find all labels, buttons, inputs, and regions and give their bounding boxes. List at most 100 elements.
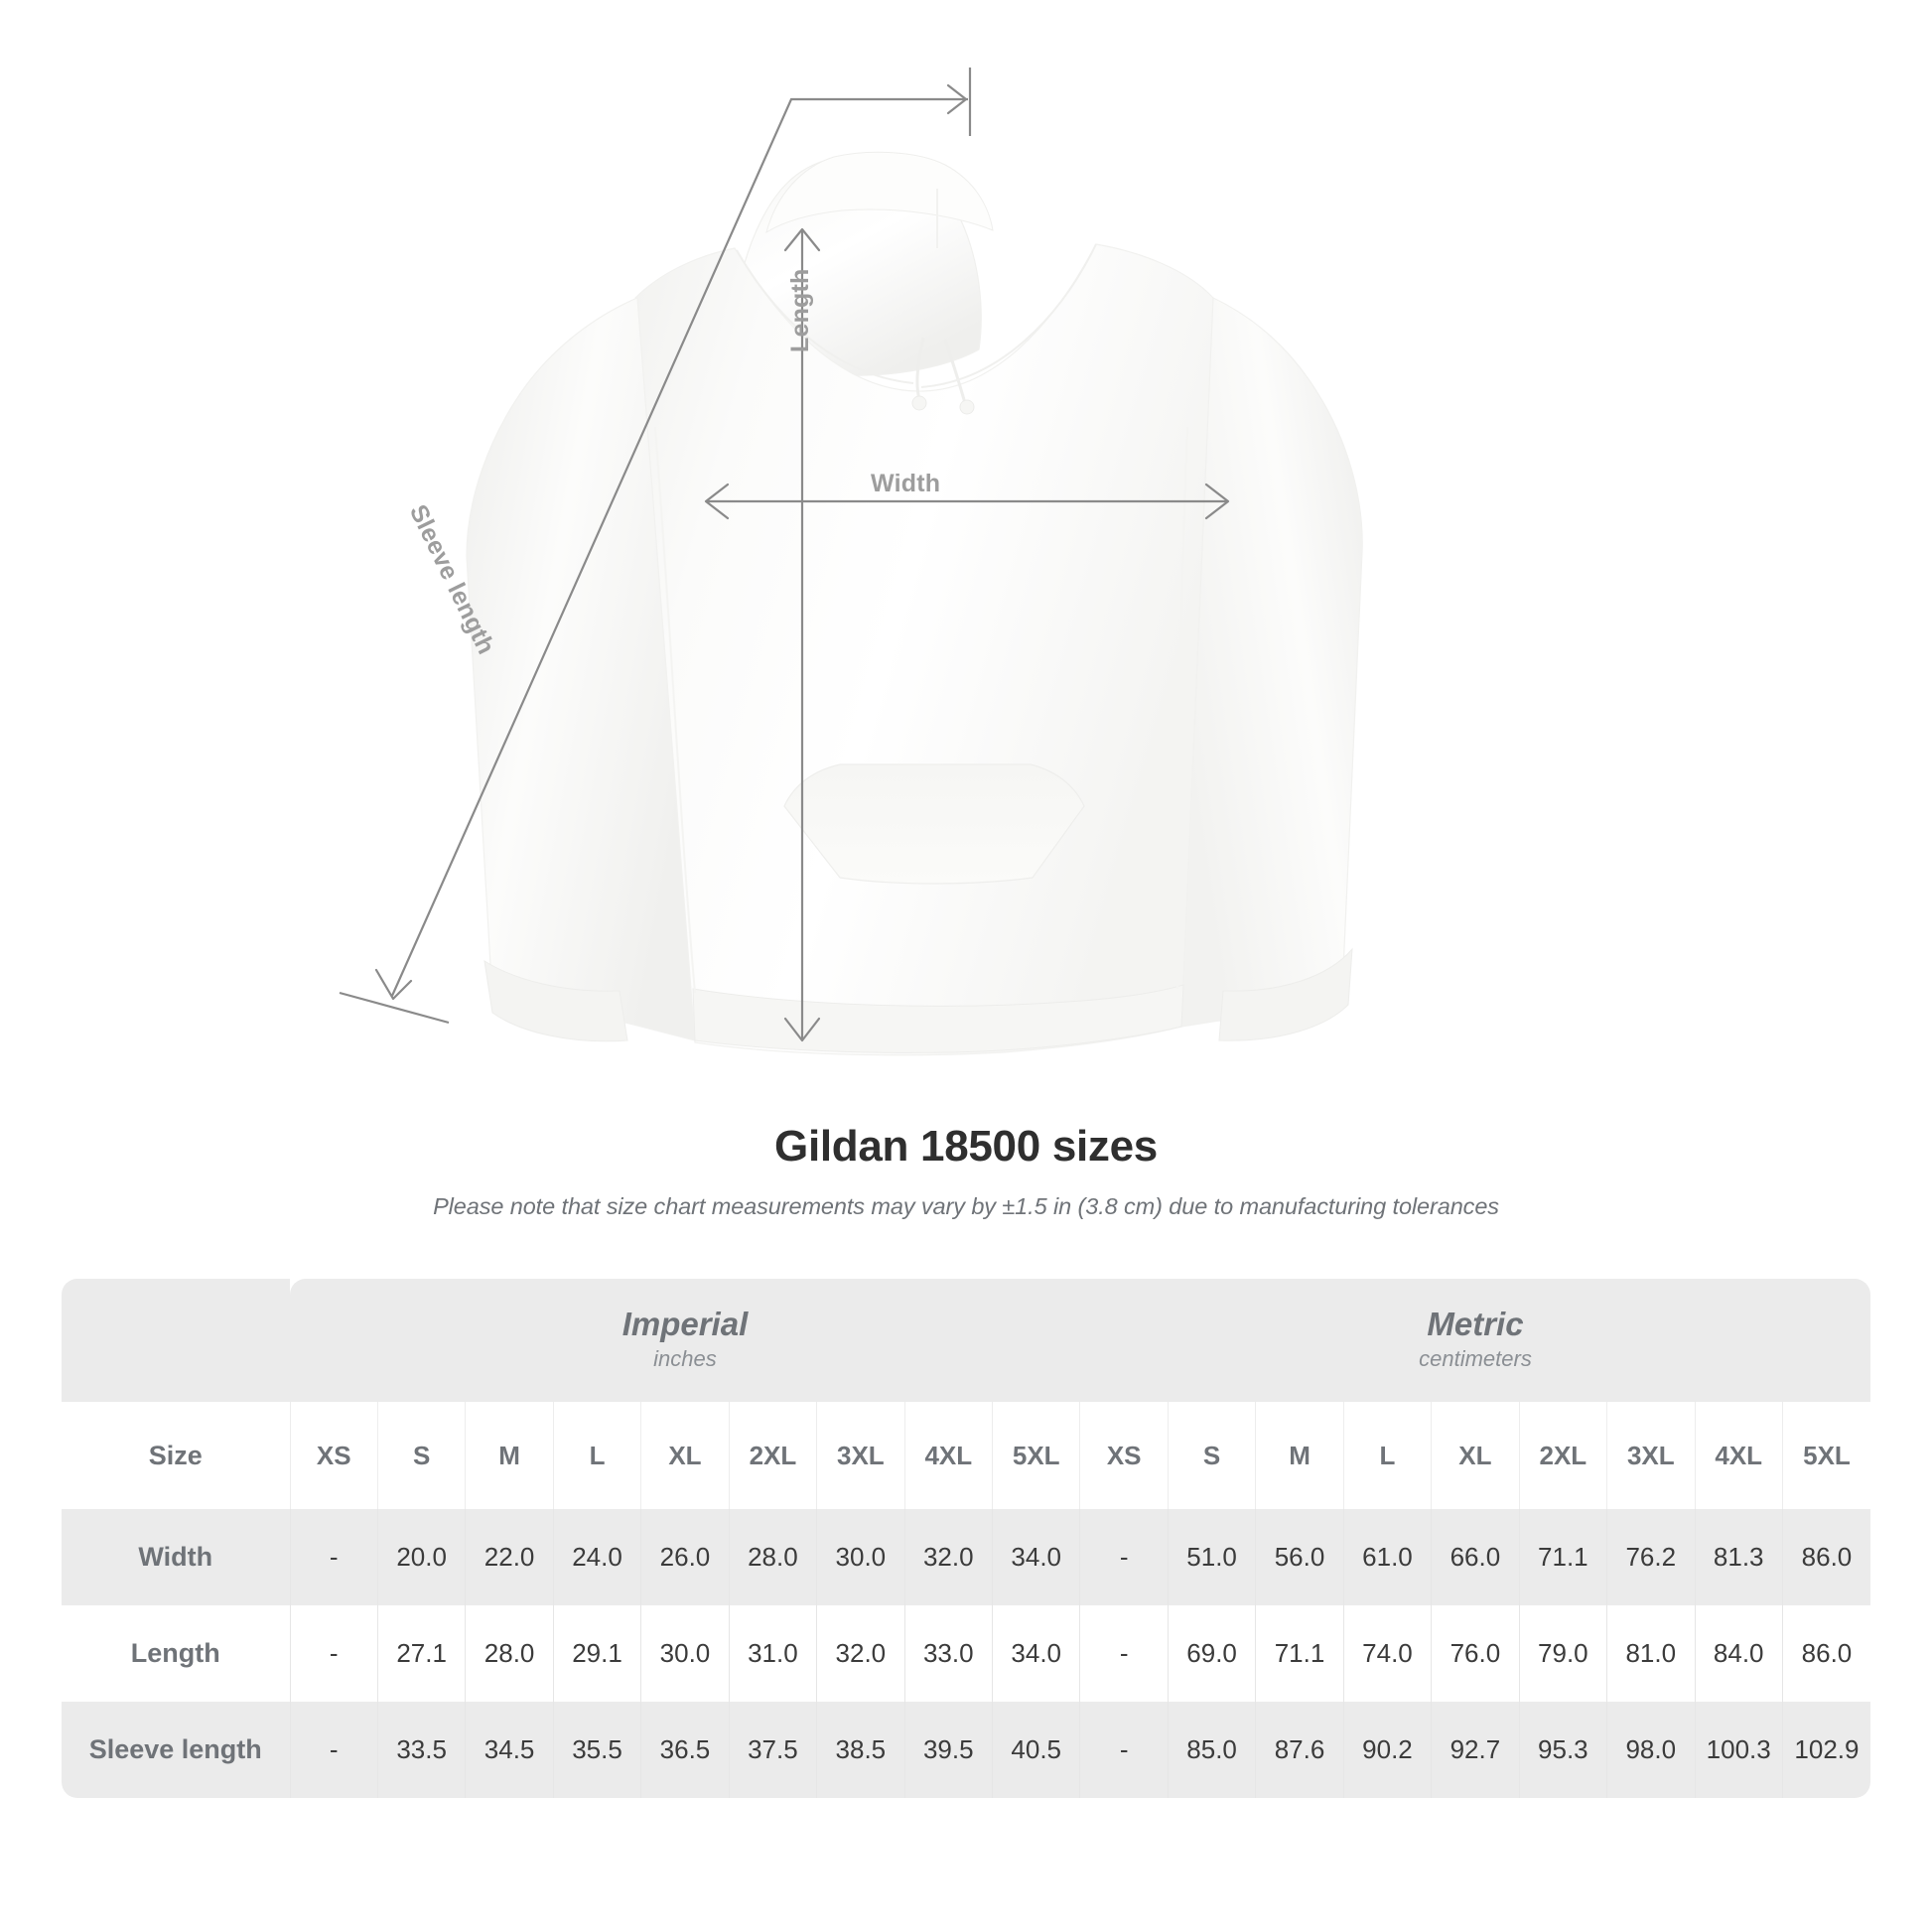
size-header-m-metric: M: [1255, 1402, 1344, 1509]
cell-sleeve-length-imperial-l: 35.5: [552, 1702, 641, 1798]
cell-length-imperial-xs: -: [289, 1605, 378, 1702]
cell-sleeve-length-imperial-4xl: 39.5: [903, 1702, 993, 1798]
cell-length-metric-2xl: 79.0: [1518, 1605, 1607, 1702]
size-header-m-imperial: M: [465, 1402, 554, 1509]
cell-length-imperial-4xl: 33.0: [903, 1605, 993, 1702]
title-block: Gildan 18500 sizes Please note that size…: [0, 1122, 1932, 1220]
cell-length-imperial-xl: 30.0: [640, 1605, 730, 1702]
cell-sleeve-length-metric-5xl: 102.9: [1781, 1702, 1870, 1798]
cell-width-imperial-s: 20.0: [376, 1509, 466, 1605]
cell-length-metric-s: 69.0: [1167, 1605, 1256, 1702]
cell-sleeve-length-imperial-xl: 36.5: [640, 1702, 730, 1798]
cell-length-metric-m: 71.1: [1255, 1605, 1344, 1702]
unit-subtitle: inches: [653, 1346, 717, 1372]
cell-width-metric-4xl: 81.3: [1694, 1509, 1783, 1605]
sleeve-arrowhead-bottom: [374, 968, 413, 1001]
row-label-length: Length: [62, 1605, 290, 1702]
cell-length-metric-3xl: 81.0: [1606, 1605, 1695, 1702]
cell-sleeve-length-imperial-5xl: 40.5: [991, 1702, 1080, 1798]
size-header-4xl-imperial: 4XL: [903, 1402, 993, 1509]
hoodie-shape: [466, 151, 1363, 1056]
cell-sleeve-length-metric-xs: -: [1079, 1702, 1169, 1798]
cell-length-metric-xs: -: [1079, 1605, 1169, 1702]
length-arrowhead-top: [783, 227, 821, 252]
cell-sleeve-length-metric-2xl: 95.3: [1518, 1702, 1607, 1798]
cell-length-imperial-3xl: 32.0: [816, 1605, 905, 1702]
size-header-s-imperial: S: [376, 1402, 466, 1509]
measurement-lines: [339, 68, 1230, 1042]
size-header-row: Size XS S M L XL 2XL 3XL 4XL 5XL XS S M L XL 2XL 3XL 4XL 5…: [62, 1402, 1870, 1509]
cell-sleeve-length-metric-s: 85.0: [1167, 1702, 1256, 1798]
cell-length-metric-l: 74.0: [1342, 1605, 1432, 1702]
unit-header-imperial: Imperial inches: [290, 1279, 1080, 1402]
cell-sleeve-length-imperial-m: 34.5: [465, 1702, 554, 1798]
length-label: Length: [786, 268, 814, 352]
sleeve-length-line: [390, 97, 968, 997]
table-corner-cell: [62, 1279, 290, 1402]
cell-length-imperial-l: 29.1: [552, 1605, 641, 1702]
cell-sleeve-length-imperial-s: 33.5: [376, 1702, 466, 1798]
unit-header-metric: Metric centimeters: [1079, 1279, 1870, 1402]
size-header-s-metric: S: [1167, 1402, 1256, 1509]
unit-name: Imperial: [621, 1305, 749, 1342]
cell-width-imperial-3xl: 30.0: [816, 1509, 905, 1605]
cell-sleeve-length-metric-l: 90.2: [1342, 1702, 1432, 1798]
cell-width-metric-m: 56.0: [1255, 1509, 1344, 1605]
size-header-2xl-metric: 2XL: [1518, 1402, 1607, 1509]
row-label-width: Width: [62, 1509, 290, 1605]
cell-length-imperial-s: 27.1: [376, 1605, 466, 1702]
size-header-5xl-imperial: 5XL: [991, 1402, 1080, 1509]
width-label: Width: [871, 470, 941, 497]
size-header-xl-metric: XL: [1431, 1402, 1520, 1509]
page-title: Gildan 18500 sizes: [774, 1122, 1158, 1171]
table-row: Sleeve length -33.5 34.5 35.5 36.5 37.5 38.5 39…: [62, 1702, 1870, 1798]
cell-sleeve-length-metric-xl: 92.7: [1431, 1702, 1520, 1798]
cell-length-imperial-2xl: 31.0: [728, 1605, 817, 1702]
width-arrowhead-right: [1204, 483, 1230, 520]
hoodie-illustration: [339, 68, 1363, 1056]
size-header-xs-imperial: XS: [289, 1402, 378, 1509]
cell-sleeve-length-metric-4xl: 100.3: [1694, 1702, 1783, 1798]
cell-width-metric-2xl: 71.1: [1518, 1509, 1607, 1605]
cell-width-imperial-2xl: 28.0: [728, 1509, 817, 1605]
cell-sleeve-length-metric-m: 87.6: [1255, 1702, 1344, 1798]
unit-header-row: Imperial inches Metric centimeters: [62, 1279, 1870, 1402]
cell-width-imperial-xs: -: [289, 1509, 378, 1605]
size-header-2xl-imperial: 2XL: [728, 1402, 817, 1509]
size-header-cell: Size: [62, 1402, 290, 1509]
size-header-5xl-metric: 5XL: [1781, 1402, 1870, 1509]
cell-width-imperial-xl: 26.0: [640, 1509, 730, 1605]
table-row: Length -27.1 28.0 29.1 30.0 31.0 32.0 33.0 34.0-…: [62, 1605, 1870, 1702]
cell-length-imperial-5xl: 34.0: [991, 1605, 1080, 1702]
cell-width-imperial-4xl: 32.0: [903, 1509, 993, 1605]
cell-width-imperial-5xl: 34.0: [991, 1509, 1080, 1605]
cell-length-metric-xl: 76.0: [1431, 1605, 1520, 1702]
tolerance-note: Please note that size chart measurements…: [433, 1193, 1499, 1219]
cell-sleeve-length-imperial-xs: -: [289, 1702, 378, 1798]
width-arrowhead-left: [704, 483, 730, 520]
unit-subtitle: centimeters: [1419, 1346, 1532, 1372]
size-header-3xl-metric: 3XL: [1606, 1402, 1695, 1509]
cell-sleeve-length-metric-3xl: 98.0: [1606, 1702, 1695, 1798]
cell-width-metric-xl: 66.0: [1431, 1509, 1520, 1605]
cell-width-imperial-m: 22.0: [465, 1509, 554, 1605]
cell-sleeve-length-imperial-3xl: 38.5: [816, 1702, 905, 1798]
row-label-sleeve-length: Sleeve length: [62, 1702, 290, 1798]
cell-sleeve-length-imperial-2xl: 37.5: [728, 1702, 817, 1798]
sleeve-tick-bottom: [339, 991, 450, 1025]
cell-width-metric-5xl: 86.0: [1781, 1509, 1870, 1605]
cell-width-metric-l: 61.0: [1342, 1509, 1432, 1605]
length-arrowhead-bottom: [783, 1017, 821, 1042]
cell-width-imperial-l: 24.0: [552, 1509, 641, 1605]
size-header-xs-metric: XS: [1079, 1402, 1169, 1509]
sleeve-arrowhead-top: [946, 83, 968, 115]
cell-length-metric-5xl: 86.0: [1781, 1605, 1870, 1702]
cell-width-metric-xs: -: [1079, 1509, 1169, 1605]
unit-name: Metric: [1427, 1305, 1524, 1342]
cell-length-imperial-m: 28.0: [465, 1605, 554, 1702]
cell-length-metric-4xl: 84.0: [1694, 1605, 1783, 1702]
cell-width-metric-3xl: 76.2: [1606, 1509, 1695, 1605]
garment-diagram: Length Width Sleeve length: [339, 68, 1363, 1056]
size-header-xl-imperial: XL: [640, 1402, 730, 1509]
